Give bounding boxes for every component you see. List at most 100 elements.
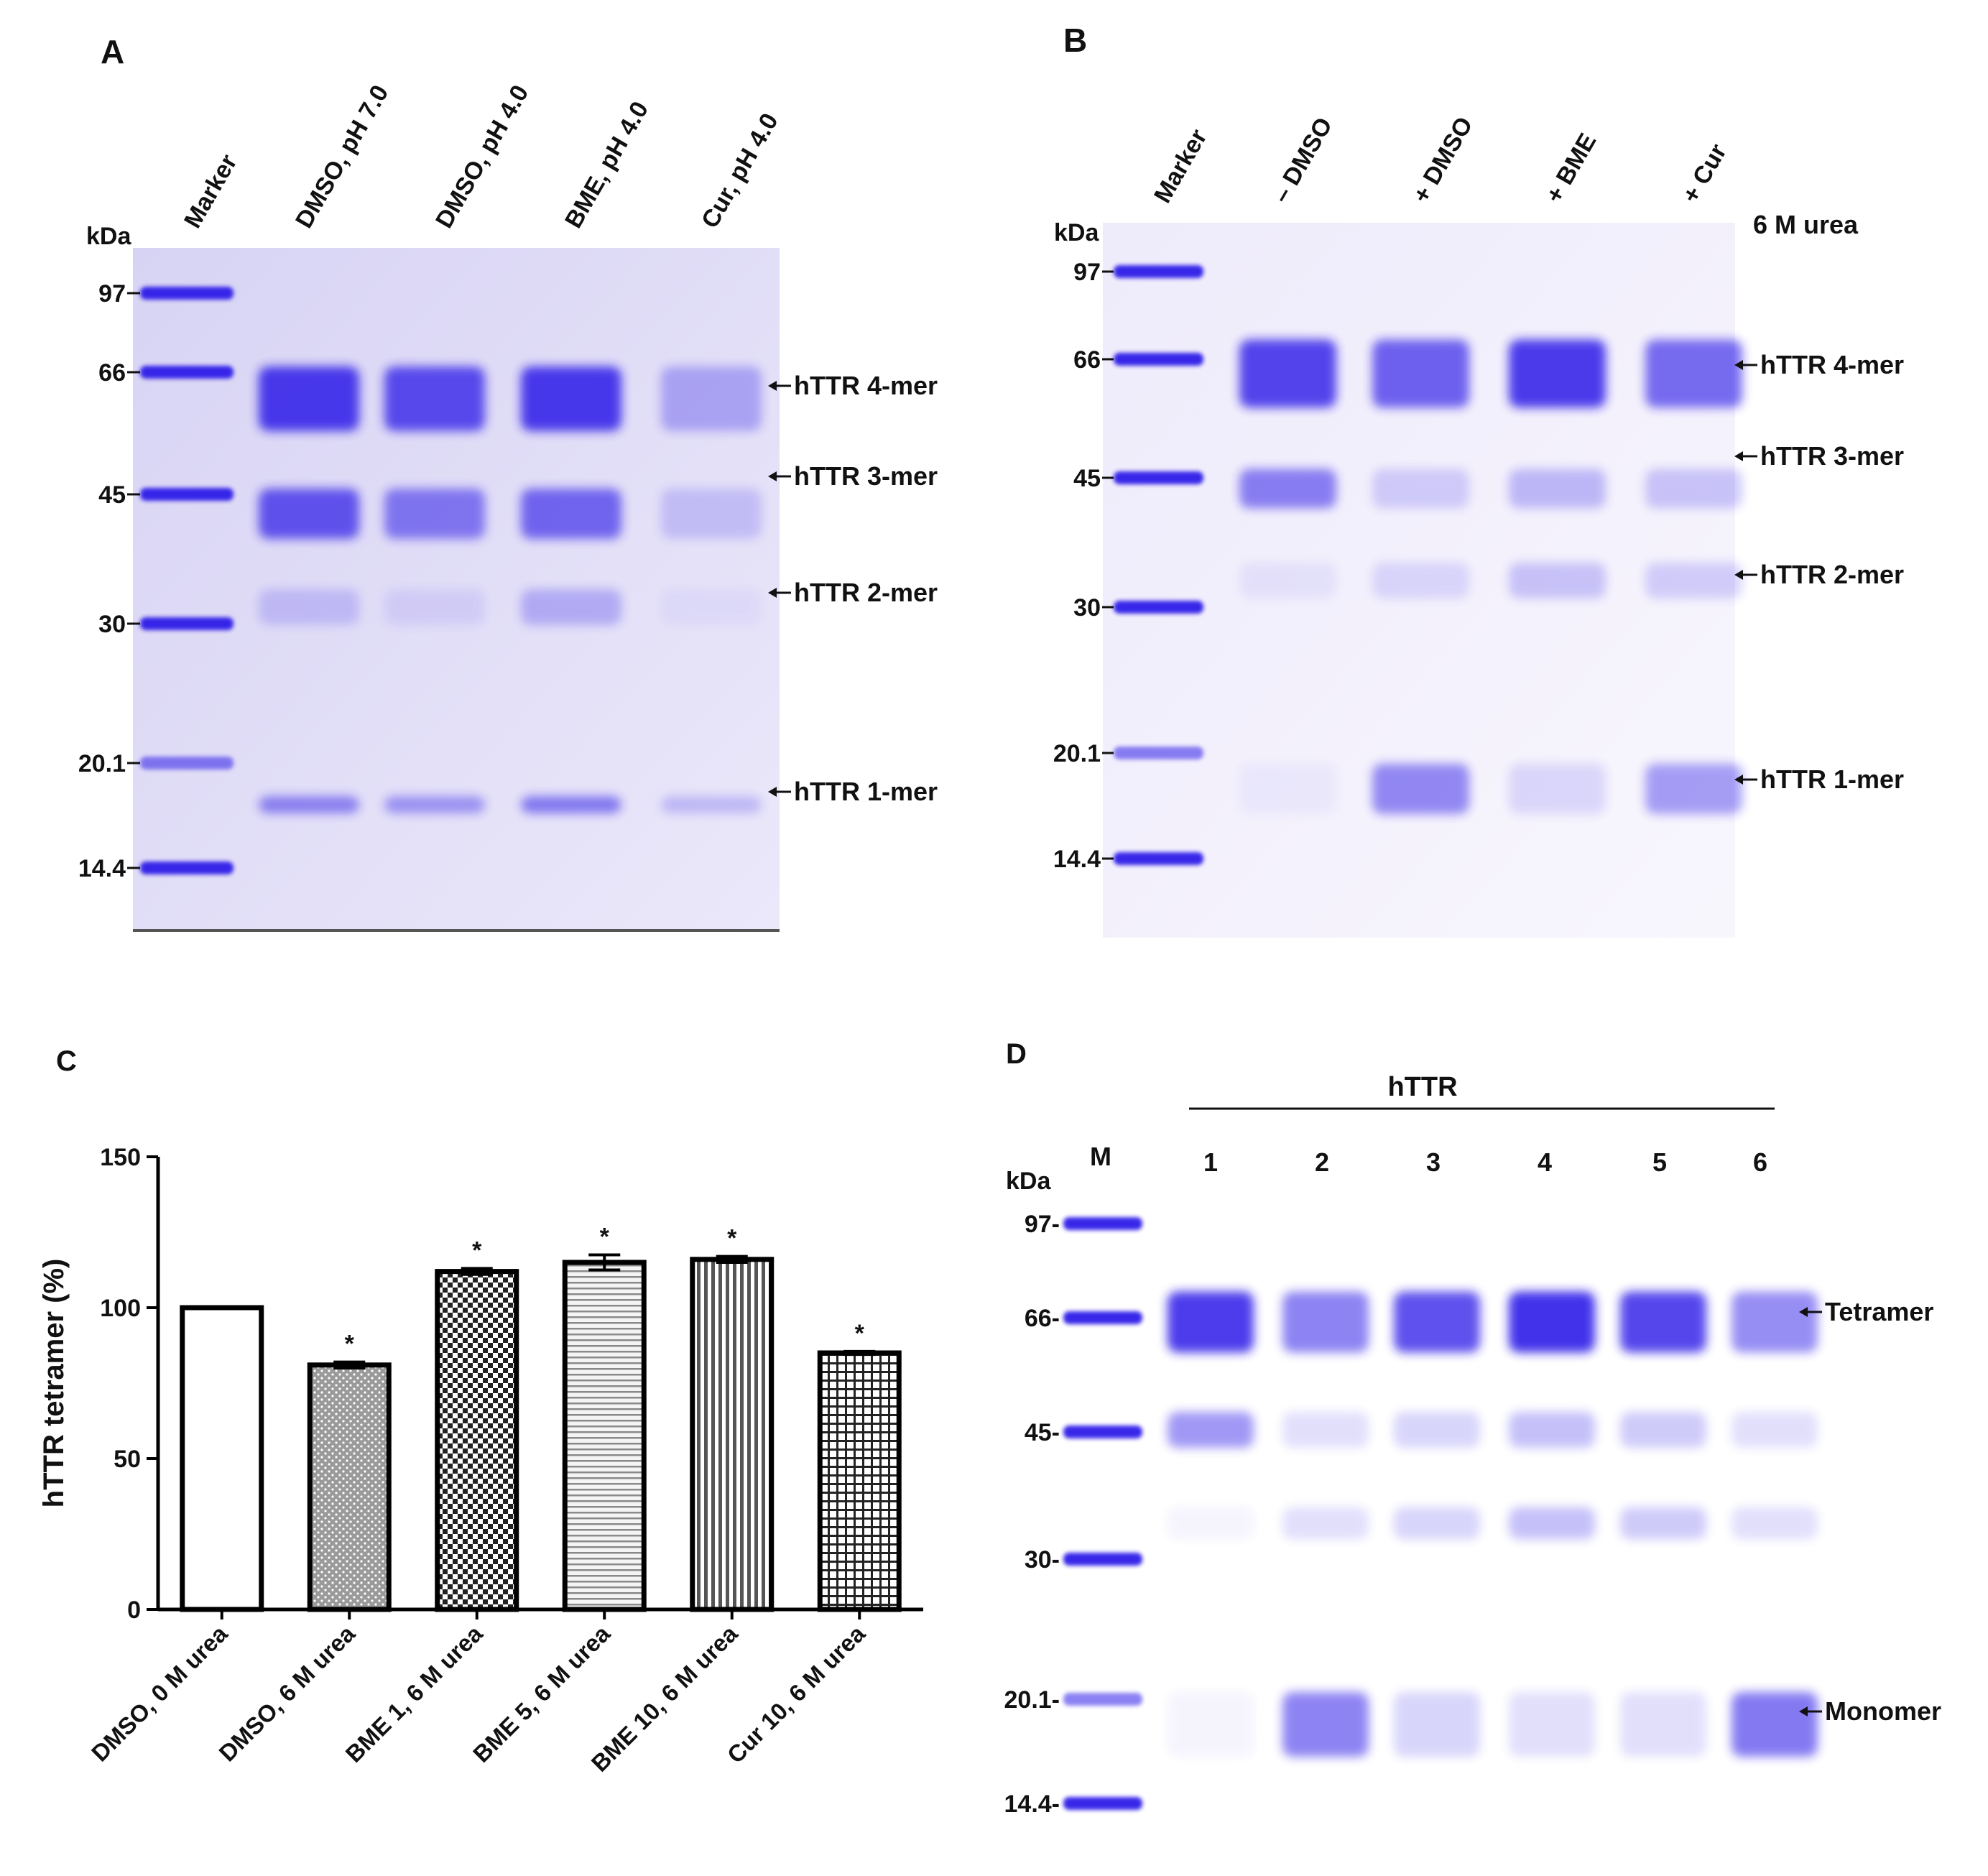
lane-number: 4 bbox=[1538, 1147, 1552, 1177]
sample-band bbox=[1372, 764, 1469, 814]
lane-label: + DMSO bbox=[1407, 112, 1479, 208]
marker-band bbox=[140, 757, 234, 770]
sample-band bbox=[384, 366, 485, 431]
sample-band bbox=[384, 796, 485, 813]
sample-band bbox=[1509, 468, 1606, 509]
marker-band bbox=[140, 287, 234, 300]
sample-band bbox=[1372, 339, 1469, 408]
marker-band bbox=[1063, 1311, 1142, 1324]
x-tick-label: DMSO, 6 M urea bbox=[213, 1619, 360, 1766]
annotation-arrowhead bbox=[768, 471, 777, 481]
gel-d-group-label: hTTR bbox=[1387, 1072, 1457, 1102]
sample-band bbox=[259, 366, 359, 431]
band-annotation: hTTR 4-mer bbox=[794, 371, 938, 400]
sample-band bbox=[661, 489, 762, 539]
sample-band bbox=[1645, 339, 1742, 408]
marker-size-label: 14.4 bbox=[78, 855, 126, 882]
annotation-arrowhead bbox=[768, 588, 777, 598]
x-tick-label: BME 1, 6 M urea bbox=[341, 1619, 489, 1768]
chart-y-axis-label: hTTR tetramer (%) bbox=[38, 1259, 70, 1508]
marker-size-label: 45- bbox=[1025, 1419, 1060, 1446]
sample-band bbox=[259, 796, 359, 813]
gel-b-urea-label: 6 M urea bbox=[1753, 210, 1859, 239]
y-tick-label: 0 bbox=[127, 1597, 141, 1624]
sample-band bbox=[1732, 1412, 1818, 1448]
lane-number: 5 bbox=[1652, 1147, 1667, 1177]
sample-band bbox=[1168, 1291, 1254, 1353]
sample-band bbox=[1282, 1507, 1369, 1540]
panel-b: B kDa 6 M urea Marker – DMSO + DMSO + BME + … bbox=[1053, 22, 1904, 938]
marker-band bbox=[1114, 353, 1203, 366]
significance-marker: * bbox=[472, 1237, 482, 1264]
sample-band bbox=[1394, 1291, 1480, 1353]
x-tick-label: BME 5, 6 M urea bbox=[468, 1619, 616, 1768]
bar bbox=[562, 1260, 647, 1612]
sample-band bbox=[1509, 339, 1606, 408]
lane-label: Marker bbox=[179, 149, 243, 233]
sample-band bbox=[1168, 1412, 1254, 1448]
lane-label: BME, pH 4.0 bbox=[560, 97, 654, 233]
bar bbox=[307, 1362, 392, 1612]
lane-number: 3 bbox=[1426, 1147, 1441, 1177]
marker-band bbox=[1114, 265, 1203, 278]
sample-band bbox=[259, 589, 359, 625]
marker-size-label: 97 bbox=[98, 280, 126, 308]
sample-band bbox=[661, 589, 762, 625]
band-annotation: hTTR 2-mer bbox=[1760, 560, 1904, 589]
annotation-arrowhead bbox=[1734, 451, 1743, 461]
lane-label: – DMSO bbox=[1267, 113, 1338, 208]
sample-band bbox=[521, 796, 621, 813]
bar bbox=[435, 1269, 519, 1612]
marker-size-label: 66 bbox=[98, 359, 126, 387]
marker-band bbox=[1063, 1217, 1142, 1230]
sample-band bbox=[1239, 468, 1336, 509]
sample-band bbox=[1732, 1507, 1818, 1540]
lane-label: Cur, pH 4.0 bbox=[696, 108, 784, 233]
sample-band bbox=[1372, 468, 1469, 509]
sample-band bbox=[1394, 1507, 1480, 1540]
panel-a: A kDa Marker DMSO, pH 7.0 DMSO, pH 4.0 BME,… bbox=[78, 33, 938, 932]
sample-band bbox=[1282, 1412, 1369, 1448]
significance-marker: * bbox=[727, 1225, 737, 1252]
sample-band bbox=[1620, 1291, 1706, 1353]
sample-band bbox=[521, 366, 621, 431]
gel-d-marker-lane-label: M bbox=[1090, 1142, 1111, 1171]
sample-band bbox=[259, 489, 359, 539]
marker-band bbox=[1063, 1553, 1142, 1566]
marker-size-label: 45 bbox=[1073, 465, 1101, 492]
x-tick-label: Cur 10, 6 M urea bbox=[722, 1619, 871, 1768]
band-annotation: hTTR 4-mer bbox=[1760, 350, 1904, 379]
sample-band bbox=[1509, 1412, 1595, 1448]
sample-band bbox=[1394, 1692, 1480, 1757]
marker-size-label: 20.1- bbox=[1004, 1686, 1060, 1714]
sample-band bbox=[661, 366, 762, 431]
marker-band bbox=[1114, 852, 1203, 865]
sample-band bbox=[1509, 1692, 1595, 1757]
band-annotation: Tetramer bbox=[1825, 1297, 1933, 1326]
marker-size-label: 97- bbox=[1025, 1211, 1060, 1238]
panel-a-label: A bbox=[101, 33, 124, 70]
sample-band bbox=[1372, 563, 1469, 599]
marker-band bbox=[1114, 601, 1203, 614]
marker-size-label: 14.4 bbox=[1053, 846, 1101, 873]
sample-band bbox=[1645, 764, 1742, 814]
lane-number: 1 bbox=[1203, 1147, 1218, 1177]
y-tick-label: 150 bbox=[100, 1144, 141, 1171]
marker-band bbox=[1063, 1797, 1142, 1810]
sample-band bbox=[384, 489, 485, 539]
marker-size-label: 30 bbox=[98, 611, 126, 638]
marker-size-label: 45 bbox=[98, 481, 126, 509]
sample-band bbox=[521, 589, 621, 625]
sample-band bbox=[1645, 563, 1742, 599]
annotation-arrowhead bbox=[1734, 775, 1743, 785]
sample-band bbox=[1239, 339, 1336, 408]
gel-b-kda-label: kDa bbox=[1054, 219, 1099, 246]
panel-c: C hTTR tetramer (%) 0 50 100 150 DMSO, 0 M u… bbox=[38, 1045, 923, 1777]
band-annotation: Monomer bbox=[1825, 1696, 1941, 1726]
marker-band bbox=[1114, 747, 1203, 759]
significance-marker: * bbox=[345, 1331, 355, 1358]
bar bbox=[180, 1305, 264, 1612]
sample-band bbox=[1239, 764, 1336, 814]
sample-band bbox=[1620, 1507, 1706, 1540]
